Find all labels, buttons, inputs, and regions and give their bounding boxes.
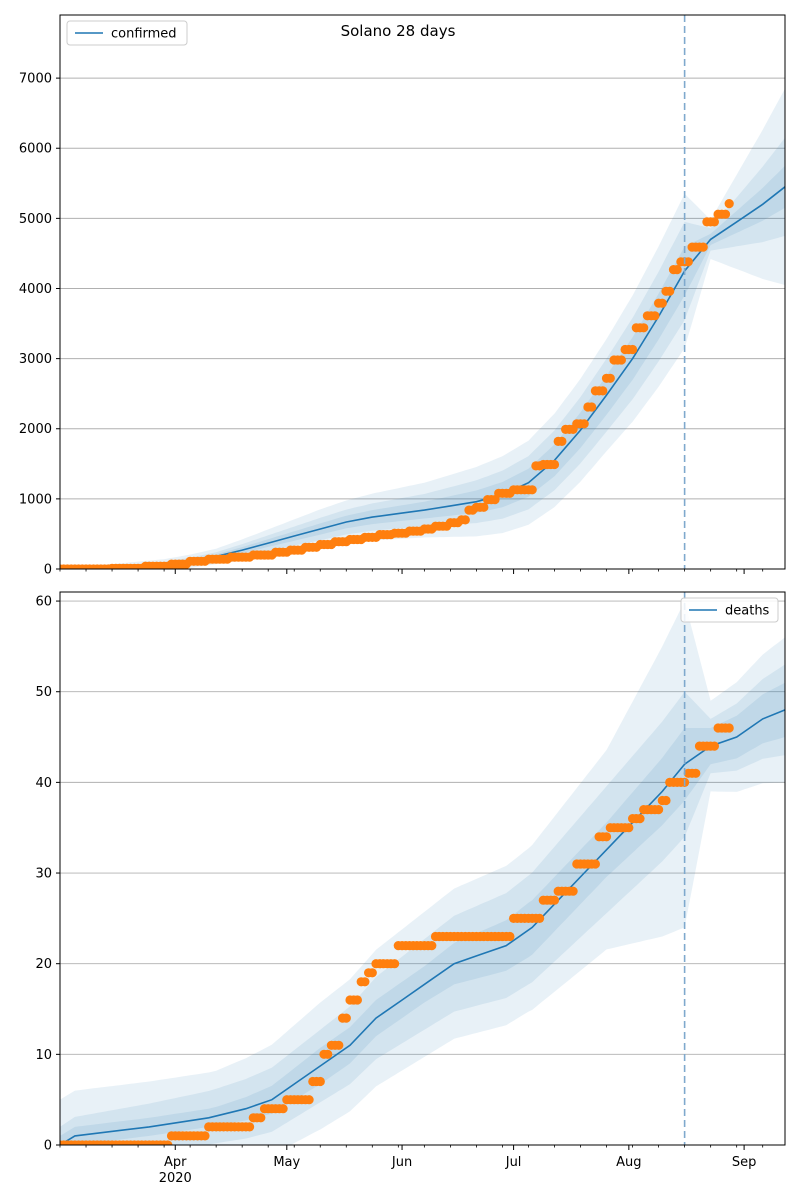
observed-point [628,344,638,355]
plot-area [60,15,785,569]
observed-point [427,941,437,951]
observed-point [527,485,537,495]
y-tick-label: 1000 [19,492,52,507]
confidence-band-middle [684,137,785,321]
observed-point [709,217,720,227]
observed-point [639,323,649,333]
observed-point [724,723,734,733]
y-tick-label: 3000 [19,352,52,367]
legend: deaths [680,597,779,623]
y-tick-label: 4000 [19,282,52,297]
observed-point [579,419,589,429]
observed-point [360,977,370,987]
x-year-label: 2020 [159,1171,192,1186]
observed-point [709,741,720,751]
legend-label: deaths [725,604,770,619]
observed-point [341,1013,351,1023]
observed-point [587,402,597,412]
y-tick-label: 0 [44,563,52,578]
observed-point [245,1122,255,1132]
y-tick-label: 50 [35,685,52,700]
observed-point [624,823,634,833]
confidence-band-outer [684,601,785,928]
observed-point [661,795,671,806]
observed-point [672,265,682,275]
legend-label: confirmed [111,27,177,42]
x-tick-label: Jul [505,1155,522,1170]
observed-point [304,1095,314,1105]
observed-point [200,1131,210,1141]
observed-point [590,859,601,869]
observed-point [650,311,660,321]
legend-box [66,20,188,46]
observed-point [334,1040,344,1050]
observed-point [720,209,731,219]
observed-point [549,459,560,470]
observed-point [315,1076,325,1087]
confidence-band-middle [684,664,785,837]
observed-point [665,286,675,296]
legend-box [680,597,779,623]
observed-point [601,832,612,842]
observed-point [605,373,615,383]
y-tick-label: 30 [35,867,52,882]
y-tick-label: 2000 [19,422,52,437]
x-tick-label: May [273,1155,300,1170]
observed-point [505,931,515,942]
y-tick-label: 5000 [19,212,52,227]
observed-point [557,436,567,446]
confidence-band-inner [684,165,785,296]
subplot-2: 0 10 20 30 40 50 60 Apr May Jun Jul Aug Sep 2020 death… [35,591,786,1186]
axes-frame [59,14,786,570]
observed-point [535,913,545,924]
confidence-band-outer [684,88,785,349]
confidence-band-outer [60,601,685,1145]
series-line-deaths [60,709,785,1145]
chart-title: Solano 28 days [341,22,456,40]
series-line-confirmed [60,186,785,569]
x-tick-label: Sep [732,1155,757,1170]
observed-point [163,1140,173,1145]
observed-point [568,886,578,896]
observed-point [278,1104,288,1114]
observed-point [657,298,667,308]
y-tick-label: 20 [35,957,52,972]
legend: confirmed [66,20,188,46]
observed-point [256,1113,266,1123]
x-tick-label: Apr [164,1155,187,1170]
confidence-band-middle [60,691,685,1145]
confidence-band-outer [60,193,685,569]
y-tick-label: 0 [44,1139,52,1154]
confidence-band-inner [684,682,785,801]
observed-point [724,199,734,209]
y-tick-label: 40 [35,776,52,791]
y-tick-label: 10 [35,1048,52,1063]
observed-point [323,1049,333,1059]
observed-point [549,895,560,905]
observed-point [635,814,645,824]
observed-point [683,257,693,267]
x-tick-label: Jun [391,1155,412,1170]
observed-point [460,515,470,525]
y-tick-label: 6000 [19,142,52,157]
observed-point [352,995,362,1005]
observed-point [390,959,400,969]
y-tick-label: 7000 [19,72,52,87]
subplot-1: 0 1000 2000 3000 4000 5000 6000 7000 Solano 28 d… [19,14,786,578]
observed-point [691,768,701,778]
y-tick-label: 60 [35,595,52,610]
observed-point [616,355,627,365]
observed-point [598,386,608,396]
plot-area [60,592,785,1145]
observed-point [479,502,489,512]
axes-frame [59,591,786,1146]
observed-point [654,805,664,815]
observed-point [698,242,708,252]
x-tick-label: Aug [616,1155,641,1170]
observed-point [367,968,377,978]
